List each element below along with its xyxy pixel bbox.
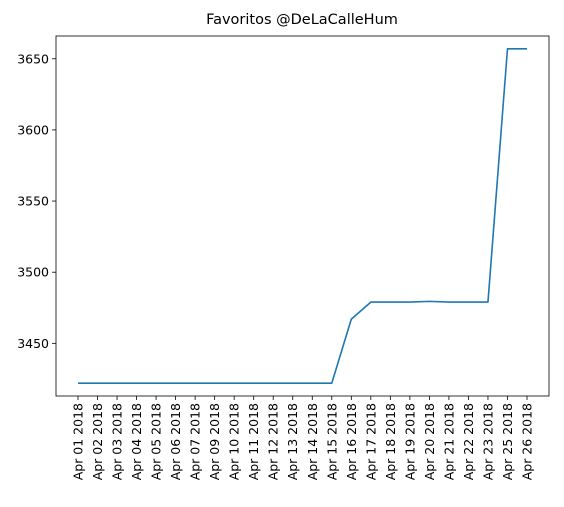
y-tick-label: 3500 xyxy=(17,265,49,280)
x-tick-label: Apr 19 2018 xyxy=(402,403,417,480)
y-tick-label: 3450 xyxy=(17,336,49,351)
plot-area: 3450 3500 3550 3600 3650 Apr 01 2018 Apr 02 20… xyxy=(17,35,550,480)
x-tick-label: Apr 06 2018 xyxy=(168,403,183,480)
x-tick-label: Apr 07 2018 xyxy=(188,403,203,480)
x-tick-label: Apr 18 2018 xyxy=(383,403,398,480)
x-tick-label: Apr 10 2018 xyxy=(227,403,242,480)
axes-frame xyxy=(55,35,550,397)
x-tick-label: Apr 20 2018 xyxy=(422,403,437,480)
x-tick-label: Apr 16 2018 xyxy=(344,403,359,480)
x-tick-label: Apr 15 2018 xyxy=(324,403,339,480)
x-tick-label: Apr 11 2018 xyxy=(246,403,261,480)
series-line xyxy=(78,48,527,384)
x-tick-label: Apr 04 2018 xyxy=(129,403,144,480)
x-tick-label: Apr 14 2018 xyxy=(305,403,320,480)
chart-title: Favoritos @DeLaCalleHum xyxy=(206,12,398,28)
x-tick-label: Apr 05 2018 xyxy=(149,403,164,480)
x-tick-label: Apr 22 2018 xyxy=(461,403,476,480)
y-tick-label: 3650 xyxy=(17,51,49,66)
y-tick-label: 3550 xyxy=(17,194,49,209)
x-tick-label: Apr 13 2018 xyxy=(285,403,300,480)
x-tick-label: Apr 21 2018 xyxy=(441,403,456,480)
x-tick-label: Apr 17 2018 xyxy=(363,403,378,480)
y-tick-label: 3600 xyxy=(17,122,49,137)
x-tick-label: Apr 12 2018 xyxy=(266,403,281,480)
x-tick-label: Apr 01 2018 xyxy=(71,403,86,480)
x-tick-label: Apr 23 2018 xyxy=(480,403,495,480)
x-tick-label: Apr 03 2018 xyxy=(110,403,125,480)
x-tick-label: Apr 02 2018 xyxy=(90,403,105,480)
x-tick-label: Apr 25 2018 xyxy=(500,403,515,480)
x-tick-label: Apr 26 2018 xyxy=(520,403,535,480)
x-tick-label: Apr 09 2018 xyxy=(207,403,222,480)
